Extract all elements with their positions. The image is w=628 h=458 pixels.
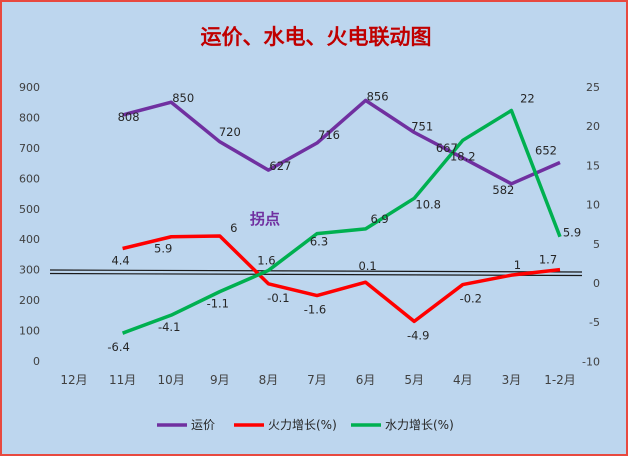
freight-price-data-label: 716 xyxy=(318,128,340,142)
legend-label-hydro-power-growth: 水力增长(%) xyxy=(385,418,454,432)
x-tick-label: 12月 xyxy=(60,373,87,387)
annotation-turning-point: 拐点 xyxy=(250,210,280,228)
x-tick-label: 7月 xyxy=(307,373,327,387)
x-tick-label: 3月 xyxy=(502,373,522,387)
y-right-tick-label: 25 xyxy=(586,81,600,94)
x-tick-label: 10月 xyxy=(158,373,185,387)
legend-label-thermal-power-growth: 火力增长(%) xyxy=(268,418,337,432)
thermal-power-growth-data-label: 1.7 xyxy=(539,253,557,267)
y-left-tick-label: 500 xyxy=(19,203,40,216)
reference-line-lower xyxy=(49,272,583,277)
x-tick-label: 6月 xyxy=(356,373,376,387)
reference-line-upper xyxy=(49,269,583,273)
x-tick-label: 4月 xyxy=(453,373,473,387)
freight-price-line xyxy=(122,98,561,186)
thermal-power-growth-line xyxy=(122,234,561,324)
hydro-power-growth-data-label: 18.2 xyxy=(450,149,476,163)
y-right-tick-label: 10 xyxy=(586,199,600,212)
freight-price-data-label: 667 xyxy=(436,141,458,155)
freight-price-data-label: 652 xyxy=(535,144,557,158)
legend-label-freight-price: 运价 xyxy=(191,418,215,432)
x-tick-label: 9月 xyxy=(210,373,230,387)
freight-price-data-label: 582 xyxy=(492,183,514,197)
freight-price-data-label: 751 xyxy=(411,119,433,133)
freight-price-data-label: 627 xyxy=(269,159,291,173)
freight-price-data-label: 850 xyxy=(172,91,194,105)
hydro-power-growth-data-label: 10.8 xyxy=(415,197,441,211)
freight-price-data-label: 720 xyxy=(219,125,241,139)
hydro-power-growth-data-label: -6.4 xyxy=(107,340,129,354)
y-left-tick-label: 700 xyxy=(19,142,40,155)
thermal-power-growth-data-label: -0.1 xyxy=(267,291,289,305)
y-left-tick-label: 200 xyxy=(19,294,40,307)
y-right-tick-label: -10 xyxy=(582,355,600,368)
thermal-power-growth-data-label: -4.9 xyxy=(407,328,429,342)
y-right-tick-label: 0 xyxy=(593,277,600,290)
y-left-tick-label: 900 xyxy=(19,81,40,94)
thermal-power-growth-data-label: -1.6 xyxy=(304,303,326,317)
y-right-tick-label: 20 xyxy=(586,120,600,133)
x-tick-label: 1-2月 xyxy=(544,373,576,387)
y-left-tick-label: 300 xyxy=(19,264,40,277)
x-tick-label: 11月 xyxy=(109,373,136,387)
y-right-tick-label: 5 xyxy=(593,238,600,251)
y-left-tick-label: 100 xyxy=(19,325,40,338)
hydro-power-growth-data-label: -4.1 xyxy=(158,320,180,334)
x-tick-label: 5月 xyxy=(404,373,424,387)
hydro-power-growth-data-label: 1.6 xyxy=(257,253,275,267)
thermal-power-growth-data-label: 1 xyxy=(514,258,521,272)
thermal-power-growth-data-label: 4.4 xyxy=(111,254,129,268)
y-left-tick-label: 600 xyxy=(19,172,40,185)
freight-price-data-label: 856 xyxy=(367,89,389,103)
x-tick-label: 8月 xyxy=(259,373,279,387)
y-left-tick-label: 0 xyxy=(33,355,40,368)
freight-price-data-label: 808 xyxy=(118,110,140,124)
hydro-power-growth-line xyxy=(121,108,562,335)
chart-title: 运价、水电、火电联动图 xyxy=(201,24,432,49)
hydro-power-growth-data-label: 6.3 xyxy=(310,235,328,249)
y-right-tick-label: -5 xyxy=(589,316,600,329)
thermal-power-growth-data-label: 0.1 xyxy=(358,259,376,273)
y-left-tick-label: 400 xyxy=(19,233,40,246)
hydro-power-growth-data-label: -1.1 xyxy=(207,297,229,311)
thermal-power-growth-data-label: 5.9 xyxy=(154,242,172,256)
y-right-tick-label: 15 xyxy=(586,159,600,172)
y-left-tick-label: 800 xyxy=(19,111,40,124)
thermal-power-growth-data-label: 6 xyxy=(230,221,237,235)
thermal-power-growth-data-label: -0.2 xyxy=(460,292,482,306)
hydro-power-growth-data-label: 22 xyxy=(520,92,535,106)
hydro-power-growth-data-label: 6.9 xyxy=(370,212,388,226)
hydro-power-growth-data-label: 5.9 xyxy=(563,226,581,240)
